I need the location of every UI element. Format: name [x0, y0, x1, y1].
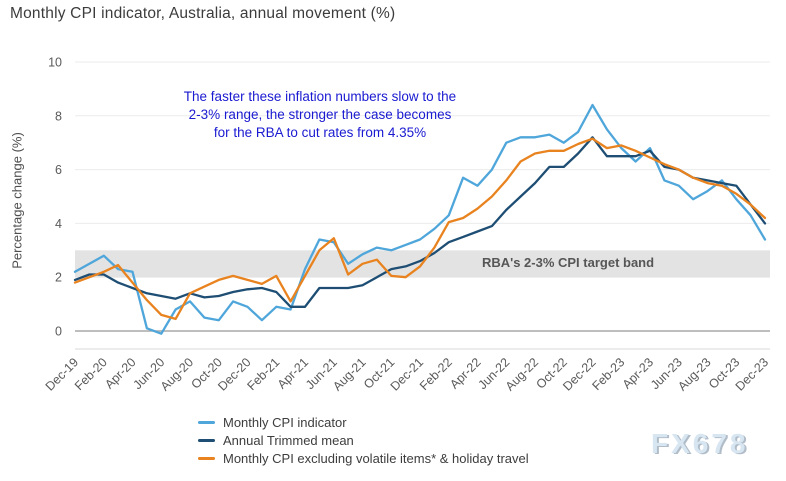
legend-swatch: [198, 456, 215, 460]
legend-label: Annual Trimmed mean: [223, 432, 354, 448]
x-tick-label: Feb-21: [244, 355, 282, 393]
chart-title: Monthly CPI indicator, Australia, annual…: [10, 5, 396, 22]
x-tick-label: Aug-21: [330, 355, 368, 393]
annotation-line-3: for the RBA to cut rates from 4.35%: [213, 125, 427, 140]
legend-swatch: [198, 420, 215, 424]
legend-item: Monthly CPI indicator: [198, 413, 529, 431]
x-tick-label: Feb-22: [417, 355, 455, 393]
legend-label: Monthly CPI indicator: [223, 414, 347, 430]
legend-swatch: [198, 438, 215, 442]
x-tick-label: Feb-23: [589, 355, 627, 393]
chart-legend: Monthly CPI indicator Annual Trimmed mean…: [198, 413, 529, 467]
x-tick-label: Aug-20: [158, 355, 196, 393]
y-tick-label: 8: [55, 109, 62, 123]
legend-item: Annual Trimmed mean: [198, 431, 529, 449]
watermark: FX678: [651, 428, 749, 459]
x-tick-label: Feb-20: [72, 355, 110, 393]
series-line-monthly-cpi-excluding-volatile-items-holiday-travel: [73, 137, 767, 321]
x-tick-label: Aug-23: [675, 355, 713, 393]
y-tick-label: 0: [55, 325, 62, 339]
y-tick-label: 10: [48, 56, 62, 70]
annotation-line-1: The faster these inflation numbers slow …: [183, 89, 457, 104]
y-tick-label: 4: [55, 217, 62, 231]
y-tick-label: 2: [55, 271, 62, 285]
legend-label: Monthly CPI excluding volatile items* & …: [223, 450, 529, 466]
annotation-line-2: 2-3% range, the stronger the case become…: [188, 107, 452, 122]
y-axis-title: Percentage change (%): [9, 132, 25, 269]
annotation-text: The faster these inflation numbers slow …: [150, 88, 490, 142]
target-band-label: RBA's 2-3% CPI target band: [481, 255, 655, 270]
legend-item: Monthly CPI excluding volatile items* & …: [198, 449, 529, 467]
x-tick-label: Dec-23: [733, 355, 771, 393]
y-tick-label: 6: [55, 163, 62, 177]
series-line-monthly-cpi-indicator: [73, 103, 767, 335]
x-tick-label: Aug-22: [503, 355, 541, 393]
